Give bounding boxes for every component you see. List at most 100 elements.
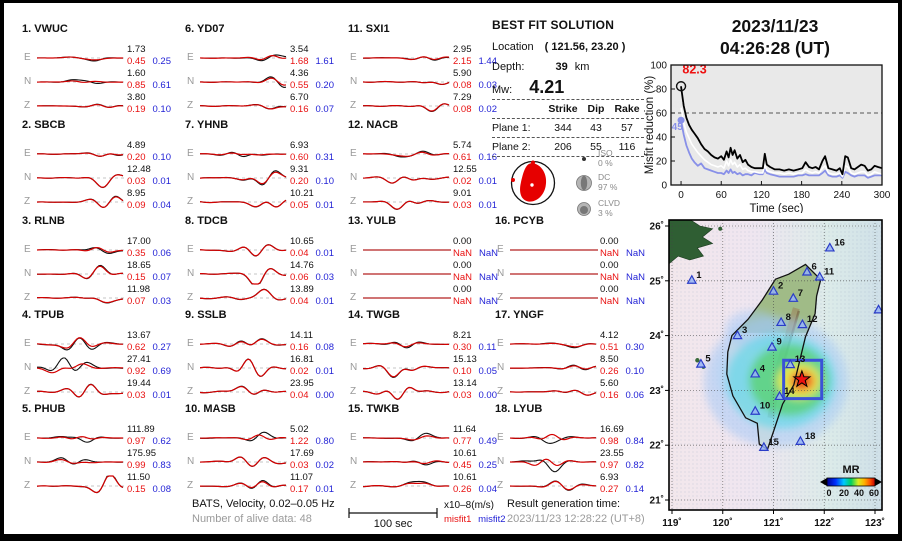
station-title: 8. TDCB bbox=[185, 215, 228, 227]
misfit2-value: 0.01 bbox=[315, 484, 335, 495]
misfit1-value: 0.20 bbox=[290, 176, 309, 187]
amplitude-value: 16.81 bbox=[290, 354, 314, 365]
amplitude-value: 6.93 bbox=[600, 472, 619, 483]
amplitude-value: 2.95 bbox=[453, 44, 472, 55]
amplitude-value: 1.73 bbox=[127, 44, 146, 55]
misfit-best-curve bbox=[680, 86, 883, 176]
map-station-triangle bbox=[801, 266, 813, 276]
trace-row: Z 8.95 0.09 0.04 bbox=[18, 188, 178, 214]
colorbar-tick: 0 bbox=[826, 488, 831, 498]
map-station-number: 16 bbox=[834, 237, 845, 248]
channel-label: E bbox=[497, 244, 504, 255]
amplitude-value: 17.00 bbox=[127, 236, 151, 247]
misfit2-value: 0.03 bbox=[315, 272, 335, 283]
clvd-beachball-icon bbox=[577, 201, 591, 216]
amplitude-value: 18.65 bbox=[127, 260, 151, 271]
misfit1-value: NaN bbox=[453, 296, 473, 307]
waveform-plot bbox=[200, 76, 288, 89]
channel-label: N bbox=[187, 362, 195, 373]
misfit2-value: 0.20 bbox=[315, 80, 335, 91]
svg-text:240: 240 bbox=[833, 190, 850, 201]
waveform-plot bbox=[510, 433, 598, 444]
amplitude-value: 13.89 bbox=[290, 284, 314, 295]
misfit1-value: 0.30 bbox=[453, 342, 472, 353]
amplitude-value: 4.89 bbox=[127, 140, 146, 151]
waveform-plot bbox=[510, 297, 598, 299]
channel-label: Z bbox=[24, 100, 31, 111]
amplitude-value: 10.61 bbox=[453, 448, 477, 459]
trace-row: E 14.11 0.16 0.08 bbox=[181, 330, 341, 356]
misfit1-value: NaN bbox=[600, 272, 620, 283]
map-station-number: 4 bbox=[760, 363, 766, 374]
waveform-plot bbox=[363, 103, 451, 113]
misfit1-value: NaN bbox=[453, 272, 473, 283]
waveform-plot bbox=[37, 435, 125, 443]
waveform-plot bbox=[37, 195, 125, 209]
mw-row: Mw: 4.21 bbox=[492, 77, 564, 98]
channel-label: Z bbox=[350, 292, 357, 303]
misfit-white-curve bbox=[680, 106, 883, 178]
map-station-triangle bbox=[814, 271, 825, 281]
map-lat-label: 26˚ bbox=[650, 221, 664, 233]
waveform-plot bbox=[363, 176, 451, 184]
waveform-plot bbox=[200, 151, 288, 158]
trace-row: E 0.00 NaN NaN bbox=[491, 236, 651, 262]
waveform-plot bbox=[510, 458, 598, 473]
station-block: 6. YD07 E 3.54 1.68 1.61 N 4.36 0.55 0.20 Z 6.70 0.… bbox=[181, 23, 341, 118]
station-block: 3. RLNB E 17.00 0.35 0.06 N 18.65 0.15 0.07 Z 11.9… bbox=[18, 215, 178, 310]
map-station-number: 1 bbox=[696, 270, 702, 281]
waveform-plot bbox=[200, 385, 288, 395]
station-title: 4. TPUB bbox=[22, 309, 65, 321]
misfit2-value: 0.06 bbox=[625, 390, 645, 401]
channel-label: E bbox=[497, 432, 504, 443]
station-block: 15. TWKB E 11.64 0.77 0.49 N 10.61 0.45 0.25 Z 10.… bbox=[344, 403, 504, 498]
trace-row: Z 0.00 NaN NaN bbox=[344, 284, 504, 310]
misfit2-value: 0.11 bbox=[478, 342, 497, 353]
alive-data-count: Number of alive data: 48 bbox=[192, 513, 312, 525]
misfit1-value: 0.08 bbox=[453, 104, 472, 115]
amplitude-value: 16.69 bbox=[600, 424, 624, 435]
grid-search-box bbox=[782, 358, 824, 401]
amplitude-value: 23.55 bbox=[600, 448, 624, 459]
misfit2-value: 0.03 bbox=[152, 296, 172, 307]
misfit2-value: NaN bbox=[479, 272, 499, 283]
map-station-number: 14 bbox=[784, 386, 795, 397]
trace-row: Z 23.95 0.04 0.00 bbox=[181, 378, 341, 404]
trace-row: E 4.12 0.51 0.30 bbox=[491, 330, 651, 356]
amplitude-value: 8.95 bbox=[127, 188, 146, 199]
trace-row: N 27.41 0.92 0.69 bbox=[18, 354, 178, 380]
map-colorbar: MR 0 20 40 60 bbox=[820, 464, 882, 498]
decomposition-percent: 0 % bbox=[598, 157, 613, 168]
misfit1-value: 0.85 bbox=[127, 80, 146, 91]
misfit1-value: 0.04 bbox=[290, 390, 309, 401]
colorbar-tick: 20 bbox=[839, 488, 849, 498]
waveform-plot bbox=[510, 364, 598, 371]
misfit1-value: 0.03 bbox=[127, 390, 146, 401]
misfit2-value: 0.27 bbox=[152, 342, 172, 353]
channel-label: E bbox=[187, 338, 194, 349]
location-value: ( 121.56, 23.20 ) bbox=[544, 41, 626, 53]
misfit2-value: NaN bbox=[479, 248, 499, 259]
map-station-triangle bbox=[797, 318, 808, 329]
channel-label: Z bbox=[350, 480, 357, 491]
misfit1-value: 0.26 bbox=[600, 366, 619, 377]
best-fit-solution-panel: BEST FIT SOLUTION Location ( 121.56, 23.… bbox=[491, 17, 651, 219]
amplitude-value: 10.21 bbox=[290, 188, 314, 199]
misfit2-value: NaN bbox=[626, 272, 646, 283]
station-title: 13. YULB bbox=[348, 215, 397, 227]
map-station-number: 15 bbox=[768, 437, 779, 448]
trace-row: N 8.50 0.26 0.10 bbox=[491, 354, 651, 380]
station-title: 16. PCYB bbox=[495, 215, 544, 227]
channel-label: E bbox=[24, 244, 31, 255]
map-station-triangle bbox=[686, 274, 698, 284]
map-station-number: 6 bbox=[811, 262, 816, 273]
channel-label: N bbox=[24, 268, 32, 279]
misfit1-value: 0.03 bbox=[453, 200, 472, 211]
station-block: 13. YULB E 0.00 NaN NaN N 0.00 NaN NaN Z 0.00 NaN Na… bbox=[344, 215, 504, 310]
misfit1-value: 0.05 bbox=[290, 200, 309, 211]
chart-annotation: 45 bbox=[672, 122, 684, 133]
station-title: 17. YNGF bbox=[495, 309, 544, 321]
map-station-triangle bbox=[766, 341, 778, 351]
map-station-number: 7 bbox=[798, 288, 803, 299]
waveform-plot bbox=[37, 174, 125, 189]
